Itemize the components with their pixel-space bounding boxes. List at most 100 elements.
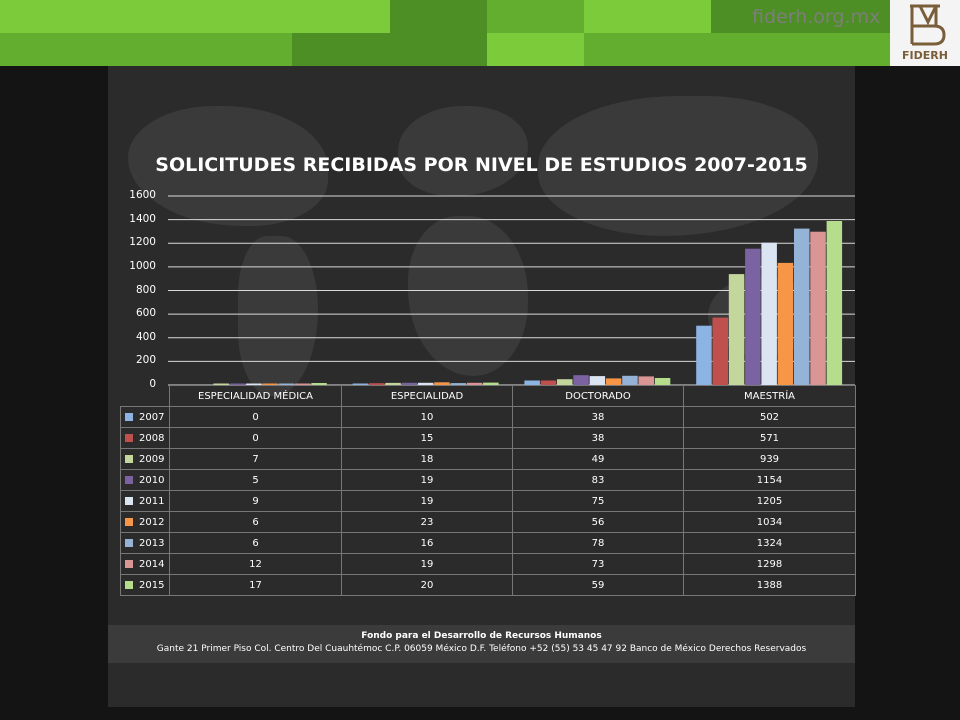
band-block (487, 33, 584, 66)
table-cell: 6 (169, 511, 342, 533)
table-cell: 18 (341, 448, 513, 470)
table-cell: 78 (512, 532, 684, 554)
bar-2011-4 (761, 242, 777, 385)
table-cell: 1298 (683, 553, 856, 575)
site-url[interactable]: fiderh.org.mx (752, 6, 881, 28)
y-tick-label: 1600 (129, 189, 156, 201)
table-row: 2008 0 15 38 571 (120, 427, 856, 449)
series-name: 2007 (139, 411, 165, 423)
bar-2013-4 (794, 228, 810, 385)
series-name: 2011 (139, 495, 165, 507)
table-cell: 5 (169, 469, 342, 491)
table-cell: 19 (341, 490, 513, 512)
legend-key (125, 538, 133, 547)
y-tick-label: 400 (135, 330, 156, 343)
table-cell: 16 (341, 532, 513, 554)
table-header-row: ESPECIALIDAD MÉDICA ESPECIALIDAD DOCTORA… (120, 385, 856, 407)
band-block (292, 33, 487, 66)
table-cell: 0 (169, 427, 342, 449)
map-continent (408, 216, 528, 376)
bar-2010-3 (573, 375, 589, 385)
table-cell: 10 (341, 406, 513, 428)
legend-key (125, 454, 133, 463)
band-block (711, 0, 890, 33)
series-name: 2008 (139, 432, 165, 444)
bar-2012-2 (434, 382, 450, 385)
table-cell: 15 (341, 427, 513, 449)
series-name: 2015 (139, 579, 165, 591)
chart-title: SOLICITUDES RECIBIDAS POR NIVEL DE ESTUD… (155, 154, 808, 176)
bar-2013-2 (450, 383, 466, 385)
bar-2008-4 (712, 317, 728, 385)
band-block (0, 0, 390, 33)
footer-org: Fondo para el Desarrollo de Recursos Hum… (361, 631, 602, 641)
band-block (390, 0, 487, 33)
series-name: 2014 (139, 558, 165, 570)
bar-2012-4 (777, 262, 794, 385)
legend-key (125, 517, 133, 526)
table-row: 2014 12 19 73 1298 (120, 553, 856, 575)
bar-2013-1 (278, 383, 295, 385)
bar-2011-1 (246, 383, 262, 385)
logo-text: FIDERH (902, 49, 948, 62)
bar-2014-3 (638, 376, 654, 385)
table-row: 2013 6 16 78 1324 (120, 532, 856, 554)
bar-2013-3 (622, 375, 638, 385)
header-band: fiderh.org.mx (0, 0, 890, 66)
table-cell: 23 (341, 511, 513, 533)
table-cell: 59 (512, 574, 684, 596)
table-cell: 75 (512, 490, 684, 512)
bar-2009-4 (728, 274, 745, 385)
table-cell: 19 (341, 469, 513, 491)
legend-entry: 2008 (120, 427, 170, 449)
table-cell: 73 (512, 553, 684, 575)
bar-2008-2 (369, 383, 385, 385)
table-cell: 502 (683, 406, 856, 428)
bar-2009-2 (385, 382, 401, 385)
y-tick-label: 0 (149, 378, 156, 390)
table-cell: 939 (683, 448, 856, 470)
bar-2015-2 (483, 382, 499, 385)
bar-2015-3 (654, 378, 671, 385)
legend-key (125, 433, 133, 442)
band-block (584, 0, 711, 33)
category-header: MAESTRÍA (683, 385, 856, 407)
table-cell: 1154 (683, 469, 856, 491)
table-cell: 6 (169, 532, 342, 554)
legend-key (125, 559, 133, 568)
bar-2014-1 (295, 383, 311, 385)
bar-2015-4 (826, 221, 843, 385)
legend-key (125, 496, 133, 505)
bar-2015-1 (311, 383, 327, 385)
legend-entry: 2014 (120, 553, 170, 575)
fiderh-logo: FIDERH (890, 0, 960, 66)
series-name: 2012 (139, 516, 165, 528)
band-block (487, 0, 584, 33)
table-cell: 38 (512, 427, 684, 449)
series-name: 2013 (139, 537, 165, 549)
table-cell: 1205 (683, 490, 856, 512)
y-tick-label: 1400 (129, 212, 156, 225)
series-name: 2009 (139, 453, 165, 465)
bar-2009-3 (557, 379, 573, 385)
y-tick-label: 1200 (129, 236, 156, 249)
table-cell: 17 (169, 574, 342, 596)
bar-2009-1 (213, 383, 229, 385)
table-cell: 38 (512, 406, 684, 428)
legend-entry: 2009 (120, 448, 170, 470)
legend-key (125, 580, 133, 589)
table-row: 2009 7 18 49 939 (120, 448, 856, 470)
table-cell: 1324 (683, 532, 856, 554)
bar-2011-3 (589, 376, 606, 385)
table-corner (120, 385, 170, 407)
footer: Fondo para el Desarrollo de Recursos Hum… (108, 625, 855, 663)
table-cell: 19 (341, 553, 513, 575)
legend-entry: 2013 (120, 532, 170, 554)
legend-entry: 2011 (120, 490, 170, 512)
legend-entry: 2015 (120, 574, 170, 596)
table-row: 2012 6 23 56 1034 (120, 511, 856, 533)
y-tick-label: 600 (135, 307, 156, 320)
series-name: 2010 (139, 474, 165, 486)
table-cell: 1388 (683, 574, 856, 596)
y-tick-label: 1000 (129, 259, 156, 272)
